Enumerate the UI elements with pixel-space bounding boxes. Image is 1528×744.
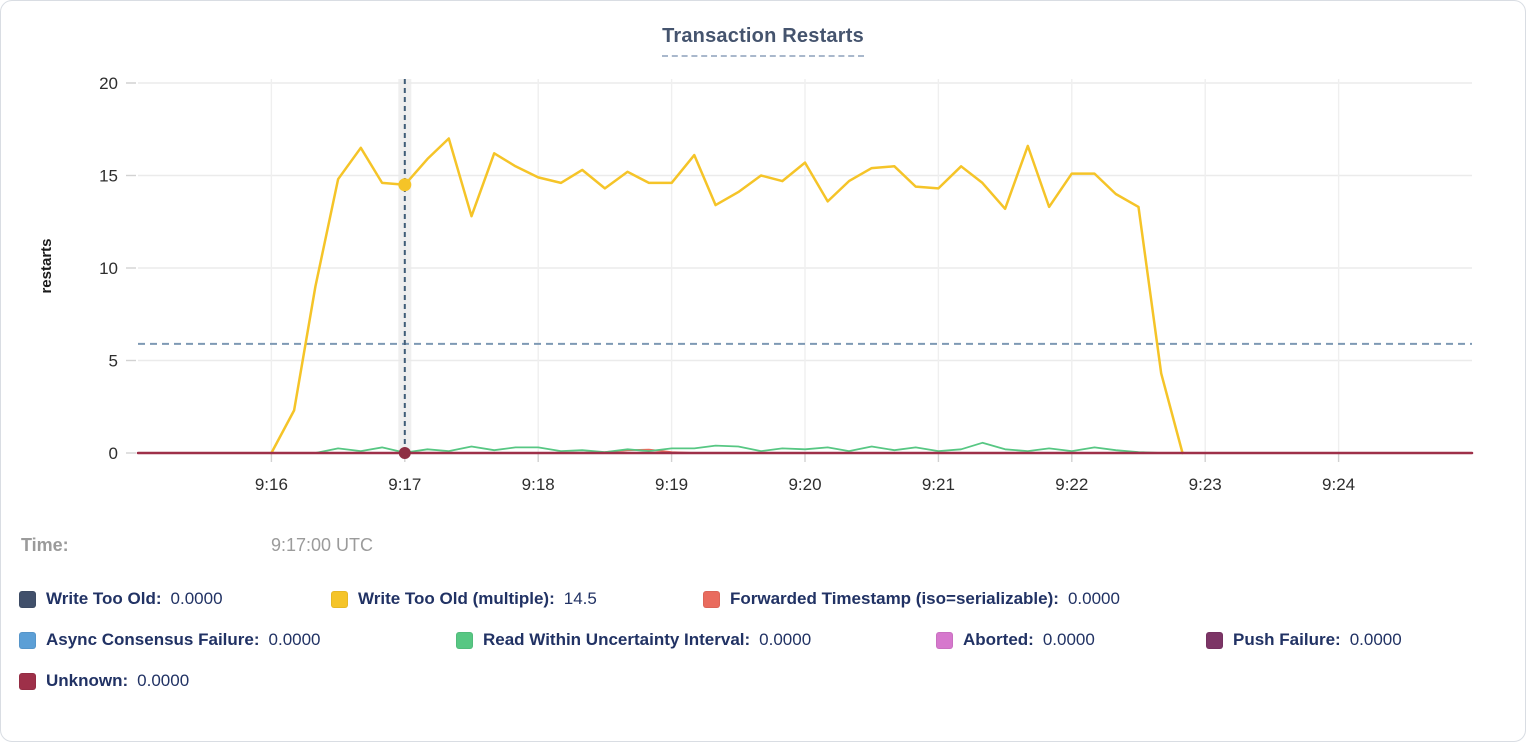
x-tick-label: 9:20	[788, 475, 821, 494]
x-tick-label: 9:24	[1322, 475, 1355, 494]
legend-item: Async Consensus Failure: 0.0000	[19, 630, 456, 650]
legend-swatch	[19, 672, 36, 690]
hover-time-label: Time:	[21, 535, 69, 555]
series-line-read-within-uncertainty-interval	[314, 441, 1163, 454]
legend-value: 0.0000	[1042, 630, 1095, 649]
legend-label: Unknown:	[46, 671, 129, 690]
legend-item: Read Within Uncertainty Interval: 0.0000	[456, 630, 936, 650]
legend-item: Forwarded Timestamp (iso=serializable): 0…	[703, 589, 1120, 609]
legend-item: Write Too Old (multiple): 14.5	[331, 589, 703, 609]
y-tick-label: 10	[99, 259, 118, 278]
legend-value: 0.0000	[268, 630, 321, 649]
hover-band	[398, 79, 412, 453]
transaction-restarts-chart[interactable]: 0 5 10 15 20 9:16 9:17 9:18 9:19 9:20 9:21 9:22 9:23…	[1, 1, 1526, 521]
legend-value: 0.0000	[170, 589, 223, 608]
legend-swatch	[19, 631, 36, 649]
legend-label: Push Failure:	[1233, 630, 1341, 649]
legend-label: Write Too Old:	[46, 589, 162, 608]
legend-item: Push Failure: 0.0000	[1206, 630, 1402, 650]
x-tick-label: 9:23	[1189, 475, 1222, 494]
legend-value: 0.0000	[759, 630, 812, 649]
legend-label: Aborted:	[963, 630, 1034, 649]
y-axis-label: restarts	[38, 238, 55, 293]
legend-swatch	[19, 590, 36, 608]
x-tick-label: 9:17	[388, 475, 421, 494]
legend-swatch	[331, 590, 348, 608]
legend-label: Read Within Uncertainty Interval:	[483, 630, 751, 649]
legend-label: Async Consensus Failure:	[46, 630, 260, 649]
legend-value: 0.0000	[1067, 589, 1120, 608]
series-line-write-too-old-multiple-	[270, 137, 1184, 455]
chart-title: Transaction Restarts	[662, 25, 864, 57]
chart-title-wrap: Transaction Restarts	[1, 25, 1525, 57]
legend-row: Unknown: 0.0000	[19, 671, 1507, 691]
legend-item: Write Too Old: 0.0000	[19, 589, 331, 609]
y-tick-label: 15	[99, 167, 118, 186]
legend-swatch	[456, 631, 473, 649]
legend-label: Write Too Old (multiple):	[358, 589, 555, 608]
hover-time-value: 9:17:00 UTC	[271, 535, 374, 555]
y-tick-label: 20	[99, 74, 118, 93]
x-tick-label: 9:18	[522, 475, 555, 494]
legend-value: 0.0000	[137, 671, 190, 690]
x-tick-label: 9:16	[255, 475, 288, 494]
x-tick-label: 9:22	[1055, 475, 1088, 494]
y-tick-label: 5	[109, 352, 118, 371]
legend-label: Forwarded Timestamp (iso=serializable):	[730, 589, 1059, 608]
legend-row: Write Too Old: 0.0000 Write Too Old (multi…	[19, 589, 1507, 609]
x-tick-label: 9:21	[922, 475, 955, 494]
legend-swatch	[936, 631, 953, 649]
legend-swatch	[1206, 631, 1223, 649]
chart-legend: Write Too Old: 0.0000 Write Too Old (multi…	[19, 589, 1507, 712]
legend-item: Unknown: 0.0000	[19, 671, 189, 691]
legend-item: Aborted: 0.0000	[936, 630, 1206, 650]
hover-dot-unknown	[398, 447, 411, 459]
hover-time-row: Time: 9:17:00 UTC	[21, 535, 373, 556]
hover-dot-write-too-old-multiple	[398, 178, 412, 192]
x-tick-label: 9:19	[655, 475, 688, 494]
legend-value: 0.0000	[1349, 630, 1402, 649]
y-tick-label: 0	[109, 444, 118, 463]
legend-swatch	[703, 590, 720, 608]
legend-row: Async Consensus Failure: 0.0000 Read Withi…	[19, 630, 1507, 650]
legend-value: 14.5	[563, 589, 597, 608]
